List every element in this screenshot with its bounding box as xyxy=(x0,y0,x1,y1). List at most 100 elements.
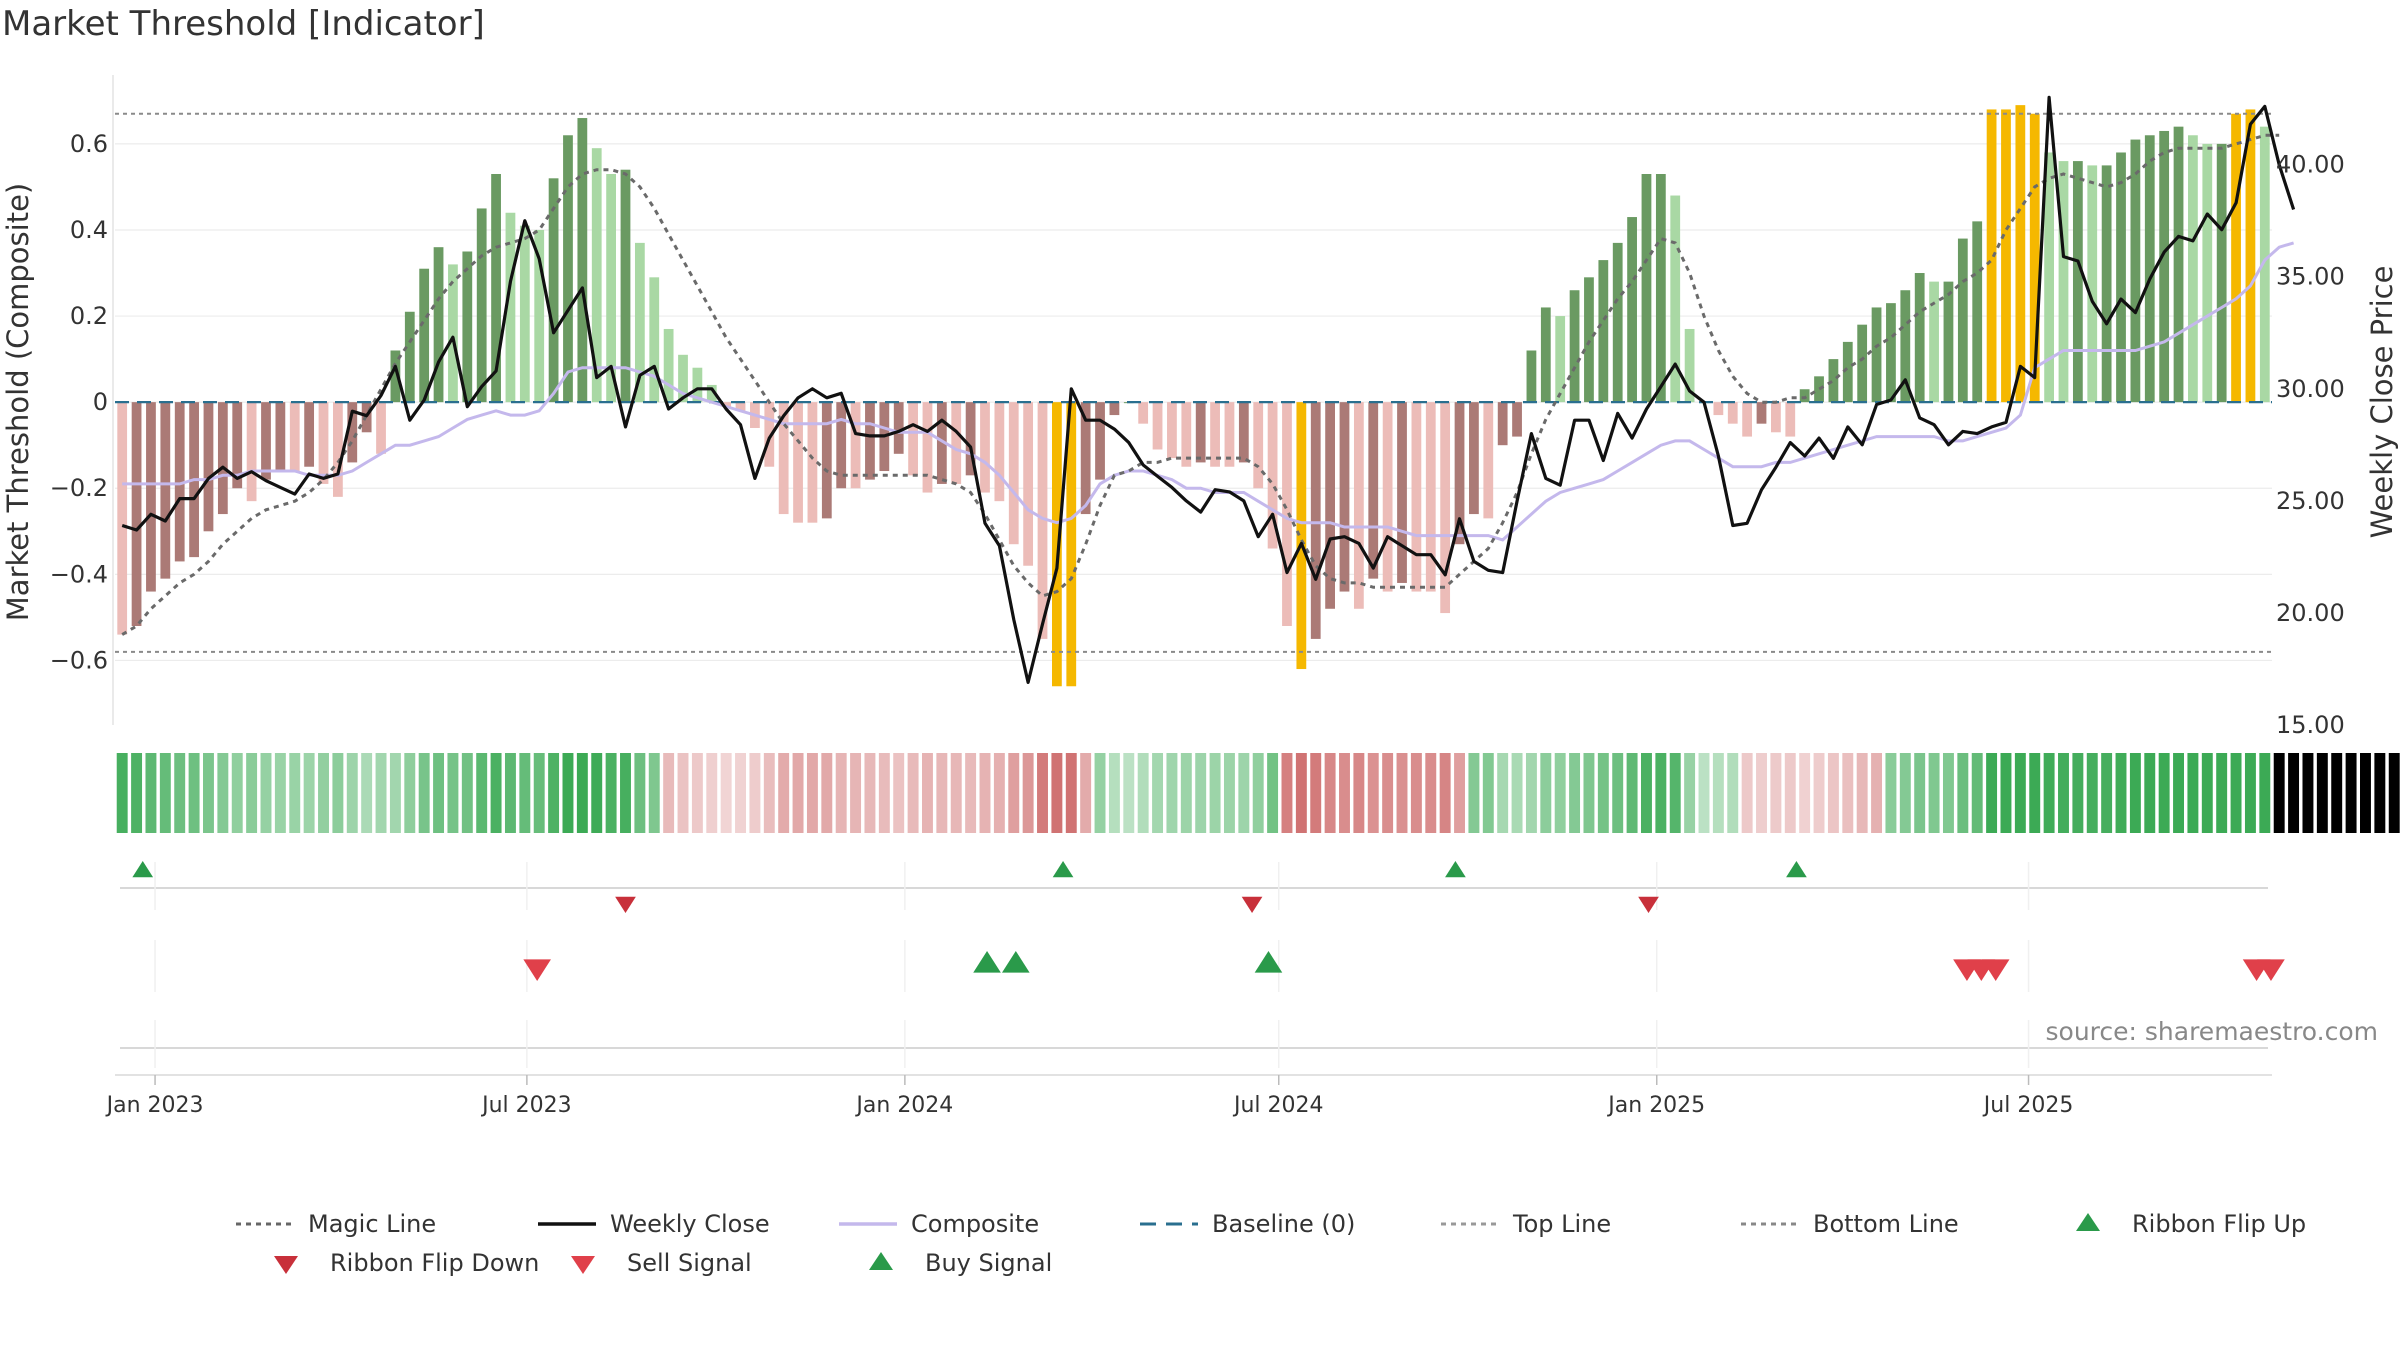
legend-marker xyxy=(869,1252,893,1270)
ribbon-cell xyxy=(2230,753,2242,833)
ribbon-cell xyxy=(2158,753,2170,833)
ribbon-cell xyxy=(2316,753,2328,833)
composite-bar xyxy=(289,402,300,472)
composite-bar xyxy=(1627,217,1637,403)
composite-bar xyxy=(2116,152,2126,403)
ribbon-cell xyxy=(1583,753,1595,833)
composite-bar xyxy=(1655,174,1666,403)
composite-bar xyxy=(836,402,847,489)
ribbon-cell xyxy=(1324,753,1336,833)
composite-bar xyxy=(663,328,674,403)
ribbon-flip-down-marker xyxy=(1241,896,1263,913)
buy-signal-marker xyxy=(1254,951,1283,973)
composite-bar xyxy=(2015,105,2026,403)
ribbon-cell xyxy=(1756,753,1767,833)
ribbon-cell xyxy=(2388,753,2400,833)
composite-bar xyxy=(1742,402,1753,437)
composite-bar xyxy=(146,402,156,592)
ribbon-cell xyxy=(389,753,401,833)
ribbon-cell xyxy=(1684,753,1696,833)
composite-bar xyxy=(1469,402,1479,515)
ribbon-cell xyxy=(159,753,171,833)
composite-bar xyxy=(2173,126,2184,403)
ribbon-cell xyxy=(792,753,804,833)
ribbon-cell xyxy=(433,753,445,833)
composite-bar xyxy=(2259,126,2270,403)
composite-bar xyxy=(1267,402,1278,549)
composite-bar xyxy=(1411,402,1422,592)
ribbon-cell xyxy=(2216,753,2228,833)
ribbon-cell xyxy=(1856,753,1868,833)
composite-bar xyxy=(1886,303,1896,403)
ribbon-cell xyxy=(1180,753,1192,833)
source-note: source: sharemaestro.com xyxy=(2046,1017,2379,1046)
composite-bar xyxy=(1339,402,1350,592)
ribbon-cell xyxy=(1914,753,1926,833)
ribbon-cell xyxy=(922,753,933,833)
ribbon-cell xyxy=(1799,753,1811,833)
y2-tick-label: 25.00 xyxy=(2276,487,2345,515)
composite-bar xyxy=(1771,402,1781,433)
composite-bar xyxy=(2159,130,2170,403)
y-tick-label: 0.4 xyxy=(70,216,108,244)
ribbon-cell xyxy=(1612,753,1624,833)
ribbon-cell xyxy=(993,753,1005,833)
composite-bar xyxy=(548,178,559,403)
ribbon-cell xyxy=(1339,753,1350,833)
ribbon-cell xyxy=(691,753,703,833)
composite-bar xyxy=(318,402,329,484)
composite-bar xyxy=(1440,402,1451,614)
composite-bar xyxy=(1914,273,1925,403)
x-tick-label: Jan 2023 xyxy=(105,1093,204,1118)
y2-tick-label: 15.00 xyxy=(2276,711,2345,739)
composite-bar xyxy=(1368,402,1379,579)
composite-bar xyxy=(994,402,1005,502)
composite-bar xyxy=(620,169,631,403)
composite-bar xyxy=(419,268,430,403)
ribbon-cell xyxy=(1295,753,1307,833)
ribbon-cell xyxy=(2086,753,2098,833)
ribbon-cell xyxy=(318,753,329,833)
ribbon-cell xyxy=(1885,753,1897,833)
composite-bar xyxy=(1095,402,1105,480)
ribbon-cell xyxy=(2173,753,2184,833)
ribbon-cell xyxy=(1137,753,1149,833)
ribbon-cell xyxy=(1554,753,1566,833)
ribbon-cell xyxy=(2374,753,2386,833)
composite-bar xyxy=(1238,402,1249,463)
ribbon-cell xyxy=(1511,753,1523,833)
composite-bar xyxy=(232,402,243,489)
composite-bar xyxy=(1929,281,1939,403)
ribbon-cell xyxy=(2000,753,2012,833)
composite-bar xyxy=(491,174,501,403)
ribbon-cell xyxy=(1108,753,1120,833)
ribbon-cell xyxy=(720,753,732,833)
ribbon-cell xyxy=(878,753,890,833)
y-tick-label: 0 xyxy=(93,388,108,416)
ribbon-cell xyxy=(2273,753,2285,833)
composite-bar xyxy=(1296,402,1307,670)
ribbon-cell xyxy=(1712,753,1724,833)
ribbon-cell xyxy=(1037,753,1048,833)
ribbon-cell xyxy=(1123,753,1135,833)
ribbon-cell xyxy=(346,753,358,833)
ribbon-cell xyxy=(476,753,488,833)
composite-bars xyxy=(117,105,2270,687)
ribbon-cell xyxy=(634,753,646,833)
composite-bar xyxy=(922,402,933,493)
y2-tick-label: 40.00 xyxy=(2276,151,2345,179)
composite-bar xyxy=(1943,281,1954,403)
ribbon-cell xyxy=(1238,753,1250,833)
legend-label: Bottom Line xyxy=(1813,1210,1959,1238)
legend-label: Baseline (0) xyxy=(1212,1210,1355,1238)
composite-bar xyxy=(821,402,832,519)
ribbon-cell xyxy=(576,753,588,833)
composite-bar xyxy=(1555,316,1566,403)
composite-bar xyxy=(591,148,602,403)
ribbon-cell xyxy=(1252,753,1264,833)
composite-bar xyxy=(1109,402,1120,416)
ribbon-cell xyxy=(1971,753,1983,833)
ribbon-cell xyxy=(936,753,948,833)
composite-bar xyxy=(980,402,990,493)
composite-bar xyxy=(131,402,142,626)
